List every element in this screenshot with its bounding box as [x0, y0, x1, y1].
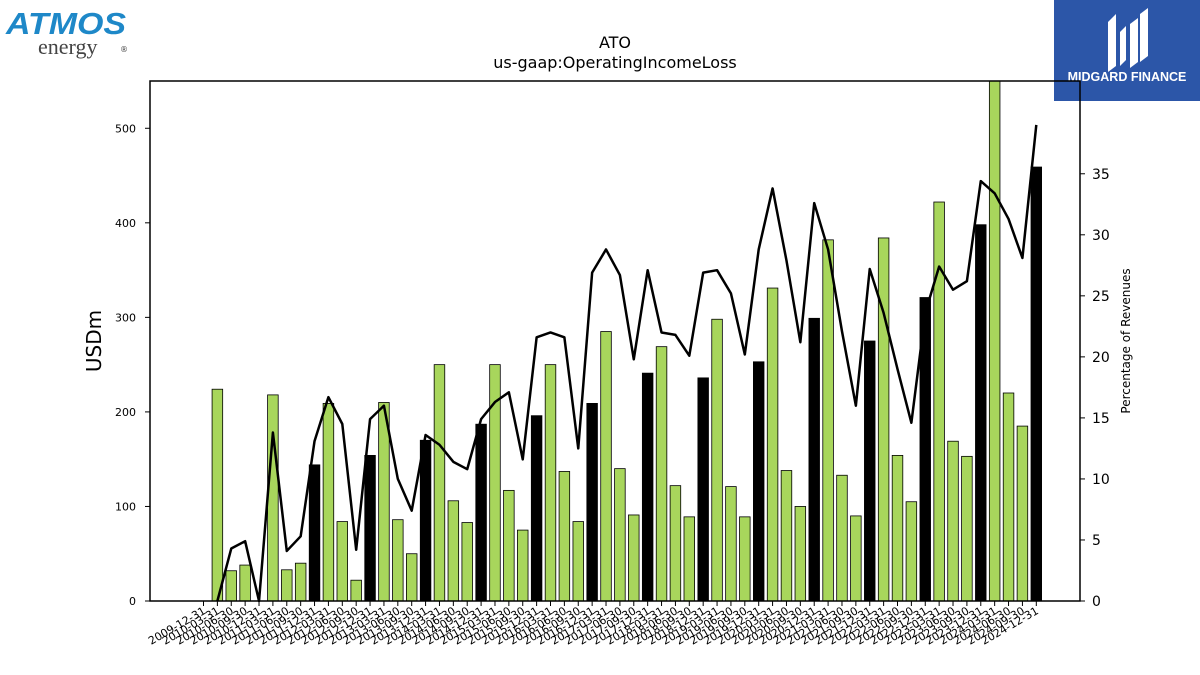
bar — [405, 553, 418, 602]
midgard-logo-text: MIDGARD FINANCE — [1068, 70, 1187, 84]
bar — [433, 364, 446, 602]
bar — [475, 423, 487, 602]
atmos-logo-line2: energy — [38, 34, 97, 59]
bar — [336, 521, 349, 602]
bar — [725, 486, 737, 602]
bar — [628, 514, 640, 602]
chart-subtitle: us-gaap:OperatingIncomeLoss — [493, 53, 737, 72]
bar — [378, 402, 390, 602]
bar — [558, 471, 571, 602]
y-axis-left: 0 100 200 300 400 500 — [115, 122, 150, 608]
bar — [905, 501, 918, 602]
bar — [281, 569, 293, 602]
atmos-energy-logo: ATMOS energy ® — [5, 6, 128, 59]
y-axis-label: USDm — [82, 310, 106, 372]
y-tick-label: 500 — [115, 122, 136, 135]
bar — [711, 318, 723, 602]
y-tick-label: 0 — [129, 595, 136, 608]
y2-tick-label: 25 — [1092, 289, 1110, 305]
bar — [572, 521, 584, 602]
bar — [794, 506, 807, 602]
bar — [961, 455, 973, 602]
y2-tick-label: 0 — [1092, 594, 1101, 610]
bar — [503, 489, 515, 602]
bar — [753, 361, 765, 602]
bar — [461, 522, 473, 602]
bar — [308, 464, 321, 602]
bar — [641, 372, 654, 602]
bar — [683, 516, 696, 602]
bar — [947, 440, 959, 602]
y-tick-label: 300 — [115, 311, 136, 324]
bar — [211, 388, 224, 602]
y-tick-label: 400 — [115, 217, 136, 230]
bar — [850, 515, 862, 602]
x-axis: 2009-12-312010-03-312010-06-302010-09-30… — [146, 601, 1041, 648]
bar — [739, 516, 751, 602]
bar — [877, 237, 890, 602]
bar — [225, 570, 237, 602]
y2-tick-label: 20 — [1092, 350, 1110, 366]
line-group — [216, 124, 1038, 603]
bar — [864, 340, 876, 602]
y2-tick-label: 35 — [1092, 167, 1110, 183]
bars-group — [211, 80, 1043, 602]
midgard-finance-logo: MIDGARD FINANCE — [1054, 0, 1200, 101]
bar — [669, 485, 682, 602]
bar — [322, 402, 335, 602]
bar — [419, 439, 432, 602]
bar — [267, 394, 279, 602]
bar — [350, 579, 362, 602]
bar — [988, 80, 1001, 602]
y2-tick-label: 5 — [1092, 533, 1101, 549]
atmos-logo-mark: ® — [120, 45, 128, 54]
bar — [836, 474, 848, 602]
atmos-logo-line1: ATMOS — [5, 6, 126, 41]
bar — [655, 346, 668, 602]
bar — [544, 364, 557, 602]
chart-title: ATO — [599, 33, 631, 52]
y-axis-right: 0 5 10 15 20 25 30 35 — [1080, 167, 1110, 610]
y-tick-label: 200 — [115, 406, 136, 419]
y2-tick-label: 10 — [1092, 472, 1110, 488]
bar — [517, 529, 529, 602]
y2-tick-label: 15 — [1092, 411, 1110, 427]
percentage-line — [216, 124, 1038, 603]
bar — [1016, 425, 1029, 602]
midgard-emblem-icon: MIDGARD FINANCE — [1068, 8, 1187, 84]
bar — [614, 468, 626, 602]
bar — [1030, 166, 1043, 602]
bar — [766, 287, 779, 602]
y2-axis-label: Percentage of Revenues — [1119, 268, 1133, 413]
bar — [975, 224, 987, 602]
bar — [447, 500, 460, 602]
bar — [933, 201, 945, 602]
bar — [600, 331, 612, 602]
bar — [697, 377, 709, 602]
bar — [822, 239, 834, 602]
bar — [891, 454, 904, 602]
bar — [586, 402, 598, 602]
bar — [530, 415, 543, 602]
bar — [239, 564, 251, 602]
y2-tick-label: 30 — [1092, 228, 1110, 244]
bar — [294, 562, 307, 602]
plot-frame — [149, 80, 1081, 602]
bar — [392, 519, 404, 602]
bar — [364, 454, 376, 602]
bar — [808, 317, 820, 602]
y-tick-label: 100 — [115, 500, 136, 513]
bar — [780, 470, 793, 602]
bar — [1002, 392, 1015, 602]
